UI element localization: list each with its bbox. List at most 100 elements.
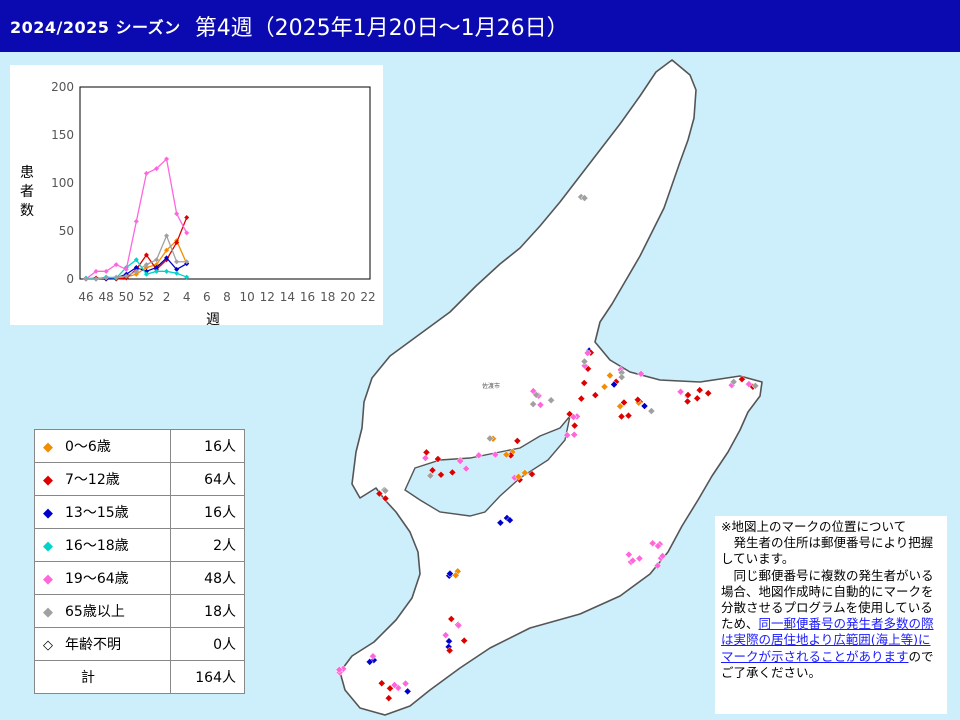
case-marker xyxy=(401,679,410,688)
series-point xyxy=(164,156,170,162)
series-point xyxy=(154,268,159,274)
sado-island-map: 佐渡市 xyxy=(335,59,763,716)
series-point xyxy=(143,271,149,277)
case-marker xyxy=(514,472,523,481)
season-label: 2024/2025 シーズン xyxy=(10,18,181,37)
legend-label: 65歳以上 xyxy=(65,604,125,620)
legend-row: ◆ 7～12歳 64人 xyxy=(34,462,245,496)
week-label: 第4週（2025年1月20日～1月26日） xyxy=(194,16,569,41)
legend-marker-icon: ◆ xyxy=(43,506,53,521)
case-marker xyxy=(683,397,692,406)
city-label: 佐渡市 xyxy=(482,382,500,390)
x-tick-label: 20 xyxy=(340,290,355,304)
case-marker xyxy=(491,450,500,459)
legend-count: 16人 xyxy=(170,429,245,463)
legend-row: ◆ 0～6歳 16人 xyxy=(34,429,245,463)
case-marker xyxy=(620,398,628,407)
weekly-chart-panel: 患 者 数 週 0 50 100 150 200 46 48 50 52 2 4 6 8 10 12 14 16… xyxy=(10,65,383,325)
case-marker xyxy=(474,451,483,460)
note-link[interactable]: 同一郵便番号の発生者多数の際は実際の居住地より広範囲(海上等)にマークが示される… xyxy=(721,616,934,664)
case-marker xyxy=(448,468,457,477)
case-marker xyxy=(591,391,600,399)
legend-marker-icon: ◇ xyxy=(43,638,53,653)
series-point xyxy=(184,259,190,265)
case-marker xyxy=(529,400,538,408)
legend-label: 年齢不明 xyxy=(65,637,121,653)
case-marker xyxy=(738,375,746,384)
case-marker xyxy=(446,569,454,578)
case-marker xyxy=(447,615,456,623)
note-line3: 同じ郵便番号に複数の発生者がいる場合、地図作成時に自動的にマークを分散させるプロ… xyxy=(721,567,934,680)
series-point xyxy=(164,268,170,274)
y-axis-label-line3: 数 xyxy=(20,203,34,219)
legend-marker-icon: ◆ xyxy=(43,605,53,620)
case-marker xyxy=(600,382,609,391)
y-tick-label: 200 xyxy=(51,80,74,94)
series-point xyxy=(174,240,180,246)
case-marker xyxy=(580,379,589,387)
series-point xyxy=(164,247,170,253)
x-tick-label: 48 xyxy=(99,290,114,304)
case-marker xyxy=(580,361,589,370)
legend-marker-icon: ◆ xyxy=(43,440,53,455)
series-point xyxy=(93,276,99,282)
y-axis-label-line1: 患 xyxy=(20,165,34,181)
legend-row: ◆ 16～18歳 2人 xyxy=(34,528,245,562)
y-axis-label-line2: 者 xyxy=(20,184,34,200)
x-tick-label: 46 xyxy=(78,290,93,304)
series-point xyxy=(133,218,139,224)
case-marker xyxy=(421,454,430,462)
case-marker xyxy=(528,470,536,479)
legend-count: 16人 xyxy=(170,495,245,529)
case-marker xyxy=(617,373,626,381)
case-marker xyxy=(580,194,589,202)
case-marker xyxy=(570,421,579,430)
series-point xyxy=(164,255,170,261)
series-point xyxy=(174,270,180,276)
case-marker xyxy=(434,455,442,463)
case-marker xyxy=(384,694,393,703)
case-marker xyxy=(563,431,571,440)
series-point xyxy=(143,264,149,270)
series-point xyxy=(154,166,159,172)
x-tick-label: 16 xyxy=(300,290,315,304)
x-tick-label: 14 xyxy=(280,290,295,304)
case-marker xyxy=(437,470,445,479)
case-marker xyxy=(583,349,592,357)
series-point xyxy=(93,268,99,274)
case-marker xyxy=(617,412,626,421)
case-marker xyxy=(441,631,450,639)
case-marker xyxy=(547,396,555,405)
legend-label: 16～18歳 xyxy=(65,538,129,554)
legend-count: 0人 xyxy=(170,627,245,661)
x-tick-label: 8 xyxy=(223,290,231,304)
legend-total-row: 計 164人 xyxy=(34,660,245,694)
case-marker xyxy=(403,687,412,696)
case-marker xyxy=(460,636,469,645)
series-point xyxy=(143,170,149,176)
case-marker xyxy=(426,471,435,480)
note-line1: ※地図上のマークの位置について xyxy=(721,519,907,534)
case-marker xyxy=(381,494,390,503)
case-marker xyxy=(654,542,662,550)
x-tick-label: 22 xyxy=(360,290,375,304)
legend-count: 18人 xyxy=(170,594,245,628)
x-tick-label: 2 xyxy=(163,290,171,304)
plot-frame xyxy=(79,86,371,280)
x-tick-label: 12 xyxy=(260,290,275,304)
case-marker xyxy=(506,516,514,524)
legend-marker-icon: ◆ xyxy=(43,473,53,488)
series-point xyxy=(133,257,139,263)
case-marker xyxy=(390,681,399,689)
y-tick-label: 150 xyxy=(51,128,74,142)
case-marker xyxy=(502,450,511,459)
case-marker xyxy=(640,402,649,410)
case-markers xyxy=(335,193,760,703)
series-point xyxy=(184,215,190,221)
legend-label: 0～6歳 xyxy=(65,439,111,455)
series-point xyxy=(133,268,139,274)
case-marker xyxy=(577,394,586,403)
y-tick-label: 0 xyxy=(66,272,74,286)
series-point xyxy=(174,266,180,272)
